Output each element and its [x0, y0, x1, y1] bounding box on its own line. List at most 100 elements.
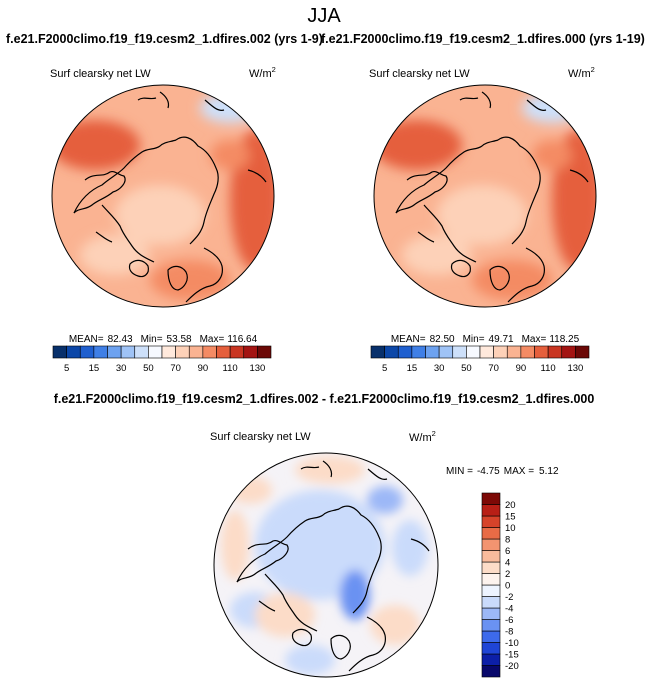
- panel-diff-coastline: [348, 616, 386, 672]
- panel-diff-coastline: [264, 573, 318, 632]
- panel-b-colorbar-tick: 70: [488, 363, 499, 374]
- panel-a-colorbar-swatch: [257, 345, 272, 359]
- panel-a-max-label: Max=: [200, 334, 225, 345]
- panel-diff-coastline: [258, 538, 430, 612]
- panel-a-units: W/m2: [249, 65, 276, 80]
- panel-diff-field-neg: [285, 645, 335, 675]
- panel-b-variable: Surf clearsky net LW: [369, 68, 470, 80]
- panel-diff-field-pos: [295, 456, 365, 484]
- panel-diff-colorbar-tick: -10: [505, 638, 519, 649]
- panel-a-coastline: [167, 265, 188, 291]
- panel-a-variable: Surf clearsky net LW: [50, 68, 151, 80]
- panel-b-coastline: [497, 136, 541, 245]
- panel-b-field-hot: [532, 140, 572, 170]
- panel-diff-colorbar-swatch: [481, 596, 501, 609]
- panel-a-coastline: [95, 169, 267, 243]
- panel-a-field-warm: [150, 260, 230, 300]
- panel-diff-colorbar-swatch: [481, 607, 501, 620]
- panel-diff-field-neg: [340, 570, 370, 620]
- panel-diff-field-neg: [392, 520, 428, 576]
- panel-b-coastlines: [395, 91, 589, 303]
- panel-diff-coastline: [291, 628, 312, 647]
- panel-a-colorbar-swatch: [161, 345, 176, 359]
- panel-diff-map-border: [213, 452, 439, 678]
- panel-diff-colorbar-swatch: [481, 642, 501, 655]
- panel-b-colorbar-tick: 110: [541, 363, 556, 374]
- panel-b-map-border: [373, 84, 597, 308]
- panel-diff-units-exp: 2: [432, 429, 436, 438]
- panel-a-colorbar-swatch: [134, 345, 149, 359]
- panel-b-colorbar-tick: 15: [407, 363, 418, 374]
- panel-b-colorbar-swatch: [425, 345, 440, 359]
- panel-a-colorbar-tick: 70: [170, 363, 181, 374]
- panel-diff-coastline: [300, 460, 388, 480]
- panel-b-coastline: [489, 265, 510, 291]
- panel-a-colorbar-tick: 5: [64, 363, 69, 374]
- panel-a-map: [52, 85, 274, 307]
- panel-diff-colorbar-swatch: [481, 665, 501, 678]
- panel-b-colorbar-tick: 90: [516, 363, 527, 374]
- panel-b-field-cool: [402, 235, 472, 275]
- panel-a-units-base: W/m: [249, 68, 272, 80]
- panel-b-min-value: 49.71: [489, 334, 514, 345]
- panel-diff-colorbar-swatch: [481, 653, 501, 666]
- panel-a-colorbar-swatch: [52, 345, 67, 359]
- panel-diff-min-label: MIN =: [446, 466, 473, 477]
- panel-a-coastline: [101, 204, 155, 263]
- panel-diff-colorbar-tick: -4: [505, 604, 513, 615]
- panel-a-coastline: [175, 136, 219, 245]
- panel-a-colorbar-swatch: [148, 345, 163, 359]
- panel-a-min-value: 53.58: [167, 334, 192, 345]
- panel-b-field-cool: [437, 185, 527, 245]
- panel-a-colorbar: 5 15 30 50 70 90 110 130: [52, 345, 272, 374]
- panel-b-max-value: 118.25: [549, 334, 579, 345]
- panel-diff-colorbar-tick: -15: [505, 650, 519, 661]
- panel-diff-colorbar-tick: -20: [505, 661, 519, 672]
- panel-diff-colorbar-swatch: [481, 630, 501, 643]
- panel-diff-coastline: [338, 505, 382, 614]
- panel-a-colorbar-swatch: [175, 345, 190, 359]
- figure-title: JJA: [307, 5, 341, 27]
- panel-b-colorbar-swatch: [438, 345, 454, 359]
- panel-a-mean-label: MEAN=: [69, 334, 104, 345]
- case-a-title: f.e21.F2000climo.f19_f19.cesm2_1.dfires.…: [6, 32, 323, 46]
- panel-b: Surf clearsky net LW W/m2: [369, 65, 597, 374]
- panel-diff: Surf clearsky net LW W/m2 MIN = -4.75 MAX …: [210, 429, 559, 678]
- panel-a-colorbar-tick: 50: [143, 363, 154, 374]
- panel-diff-colorbar-swatch: [481, 561, 501, 574]
- panel-b-mean-value: 82.50: [430, 334, 455, 345]
- panel-b-coastline: [395, 170, 448, 214]
- panel-a-units-exp: 2: [272, 65, 276, 74]
- panel-diff-colorbar-swatch: [481, 619, 501, 632]
- panel-a-coastline: [185, 247, 223, 303]
- panel-diff-coastline: [236, 508, 340, 583]
- panel-a-colorbar-swatch: [66, 345, 81, 359]
- panel-diff-colorbar-swatch: [481, 515, 501, 528]
- panel-b-colorbar-swatch: [466, 345, 481, 359]
- panel-diff-units: W/m2: [409, 429, 436, 444]
- panel-b-stats: MEAN= 82.50 Min= 49.71 Max= 118.25: [391, 334, 580, 345]
- panel-b-colorbar-tick: 30: [434, 363, 445, 374]
- panel-b-coastline: [423, 204, 477, 263]
- panel-a-colorbar-swatch: [93, 345, 108, 359]
- panel-diff-colorbar-tick: 20: [505, 500, 516, 511]
- panel-diff-colorbar-tick: 8: [505, 535, 510, 546]
- panel-a-mean-value: 82.43: [108, 334, 133, 345]
- panel-a-coastline: [73, 139, 177, 214]
- panel-diff-field-pos: [255, 593, 315, 637]
- panel-a-field-hot: [52, 120, 140, 170]
- panel-b-colorbar-swatch: [397, 345, 413, 359]
- panel-a-colorbar-swatch: [229, 345, 245, 359]
- panel-b-coastline: [459, 91, 547, 111]
- panel-diff-units-base: W/m: [409, 432, 432, 444]
- panel-a-colorbar-tick: 30: [116, 363, 127, 374]
- panel-diff-min-value: -4.75: [477, 466, 500, 477]
- panel-b-colorbar: 5 15 30 50 70 90 110 130: [370, 345, 590, 374]
- panel-diff-colorbar-tick: 6: [505, 546, 510, 557]
- panel-a-colorbar-swatch: [216, 345, 231, 359]
- panel-b-min-label: Min=: [463, 334, 485, 345]
- panel-b-field-hot: [374, 120, 462, 170]
- panel-diff-colorbar-swatch: [481, 573, 501, 586]
- panel-diff-coastlines: [236, 460, 430, 672]
- panel-b-colorbar-swatch: [493, 345, 508, 359]
